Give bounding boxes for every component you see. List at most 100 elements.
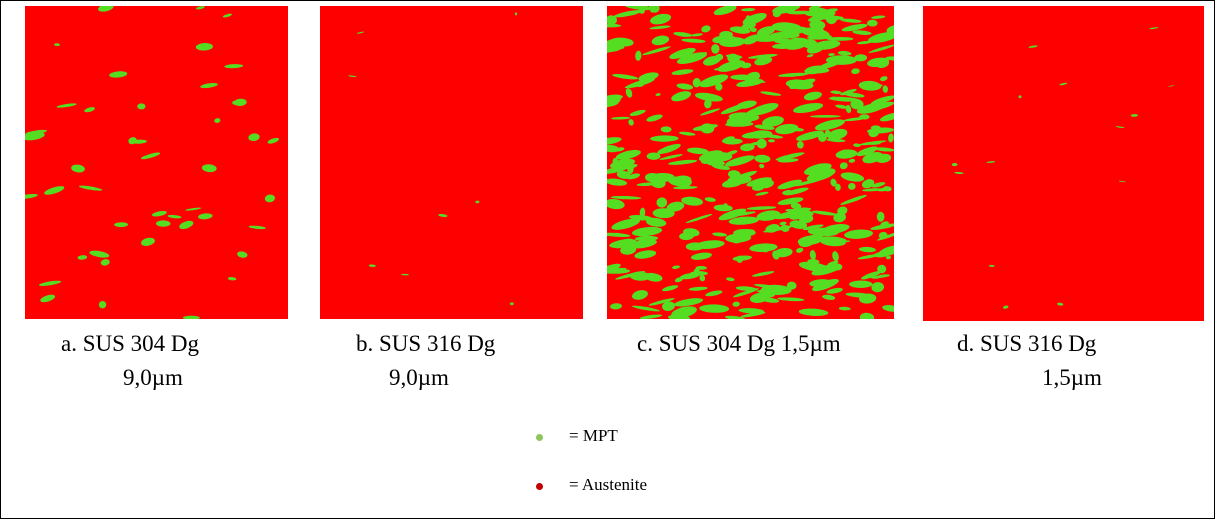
- mpt-speckle: [640, 313, 663, 319]
- mpt-speckle: [795, 247, 804, 254]
- mpt-speckle: [792, 101, 824, 115]
- mpt-speckle: [611, 117, 630, 120]
- mpt-speckle: [747, 206, 777, 211]
- mpt-speckle: [629, 109, 646, 118]
- figure: a. SUS 304 Dg 9,0µm b. SUS 316 Dg 9,0µm …: [0, 0, 1215, 519]
- mpt-speckle: [859, 140, 887, 147]
- mpt-speckle: [99, 301, 107, 309]
- mpt-speckle: [185, 207, 201, 211]
- mpt-speckle: [806, 54, 813, 58]
- mpt-speckle: [152, 210, 168, 218]
- mpt-speckle: [84, 106, 96, 113]
- mpt-speckle: [39, 280, 62, 287]
- mpt-speckle: [228, 277, 237, 281]
- mpt-speckle: [828, 53, 835, 56]
- mpt-speckle: [1059, 82, 1067, 86]
- mpt-speckle: [868, 43, 894, 54]
- mpt-speckle: [689, 286, 708, 291]
- mpt-speckle: [140, 236, 156, 247]
- mpt-speckle: [1028, 45, 1038, 48]
- mpt-speckle: [114, 222, 128, 227]
- mpt-speckle: [840, 18, 862, 24]
- mpt-speckle: [826, 37, 853, 41]
- mpt-speckle: [713, 6, 738, 17]
- mpt-speckle: [1003, 305, 1009, 309]
- caption-line: b. SUS 316 Dg: [356, 327, 495, 361]
- mpt-speckle: [705, 289, 723, 297]
- mpt-speckle: [264, 194, 275, 203]
- legend-label: = Austenite: [569, 475, 647, 495]
- mpt-speckle: [650, 135, 679, 142]
- mpt-speckle: [510, 302, 514, 305]
- mpt-speckle: [632, 305, 661, 313]
- mpt-speckle: [989, 265, 995, 267]
- mpt-speckle: [140, 151, 160, 160]
- mpt-speckle: [202, 164, 217, 173]
- mpt-speckle: [879, 75, 888, 82]
- mpt-speckle: [196, 6, 205, 10]
- mpt-speckle: [860, 312, 875, 319]
- mpt-speckle: [137, 103, 145, 109]
- mpt-speckle: [369, 264, 376, 267]
- mpt-speckle: [1057, 302, 1064, 306]
- mpt-speckle: [214, 118, 221, 124]
- mpt-speckle: [799, 308, 829, 317]
- mpt-speckle: [357, 31, 365, 34]
- mpt-speckle: [732, 301, 740, 307]
- caption-line: a. SUS 304 Dg: [61, 327, 199, 361]
- mpt-speckle: [838, 50, 852, 56]
- mpt-speckle: [649, 25, 671, 30]
- mpt-speckle: [822, 294, 835, 301]
- mpt-speckle: [700, 24, 711, 33]
- mpt-speckle: [796, 141, 804, 149]
- mpt-speckle: [610, 303, 622, 310]
- mpt-speckle: [877, 212, 885, 222]
- mpt-speckle: [690, 251, 712, 261]
- mpt-speckle: [198, 213, 213, 220]
- mpt-speckle: [849, 280, 873, 287]
- mpt-speckle: [844, 116, 866, 122]
- mpt-speckle: [698, 72, 730, 90]
- mpt-speckle: [831, 250, 839, 261]
- mpt-speckle: [741, 8, 755, 12]
- caption: c. SUS 304 Dg 1,5µm: [637, 327, 841, 361]
- mpt-speckle: [646, 113, 664, 123]
- mpt-speckle: [25, 193, 38, 200]
- mpt-speckle: [1119, 181, 1126, 183]
- mpt-speckle: [656, 197, 667, 208]
- mpt-speckle: [632, 226, 663, 238]
- caption-line: d. SUS 316 Dg: [957, 327, 1102, 361]
- mpt-speckle: [952, 163, 958, 166]
- mpt-speckle: [768, 139, 775, 143]
- mpt-speckle: [156, 220, 171, 226]
- mpt-speckle: [803, 90, 823, 102]
- mpt-speckle: [635, 50, 642, 61]
- mpt-speckle: [711, 44, 719, 54]
- mpt-speckle: [859, 246, 876, 252]
- mpt-speckle: [607, 178, 627, 187]
- mpt-speckle: [612, 73, 638, 81]
- mpt-speckle: [200, 82, 218, 89]
- caption-line: c. SUS 304 Dg 1,5µm: [637, 327, 841, 361]
- mpt-speckle: [475, 200, 479, 203]
- mpt-speckle: [71, 164, 86, 173]
- mpt-speckle: [43, 184, 65, 196]
- mpt-speckle: [839, 307, 851, 311]
- mpt-speckle: [1116, 126, 1125, 129]
- mpt-speckle: [756, 209, 781, 223]
- mpt-speckle: [670, 89, 692, 103]
- mpt-speckle: [726, 277, 735, 282]
- mpt-speckle: [109, 70, 128, 78]
- mpt-speckle: [673, 31, 692, 38]
- mpt-speckle: [681, 38, 706, 44]
- mpt-speckle: [840, 193, 868, 206]
- mpt-speckle: [777, 297, 804, 302]
- mpt-speckle: [871, 281, 885, 293]
- mpt-speckle: [852, 30, 872, 36]
- mpt-speckle: [607, 268, 630, 274]
- mpt-speckle: [438, 214, 448, 218]
- mpt-speckle: [79, 185, 103, 192]
- mpt-speckle: [39, 293, 56, 303]
- mpt-speckle: [77, 255, 87, 260]
- caption: b. SUS 316 Dg 9,0µm: [356, 327, 495, 395]
